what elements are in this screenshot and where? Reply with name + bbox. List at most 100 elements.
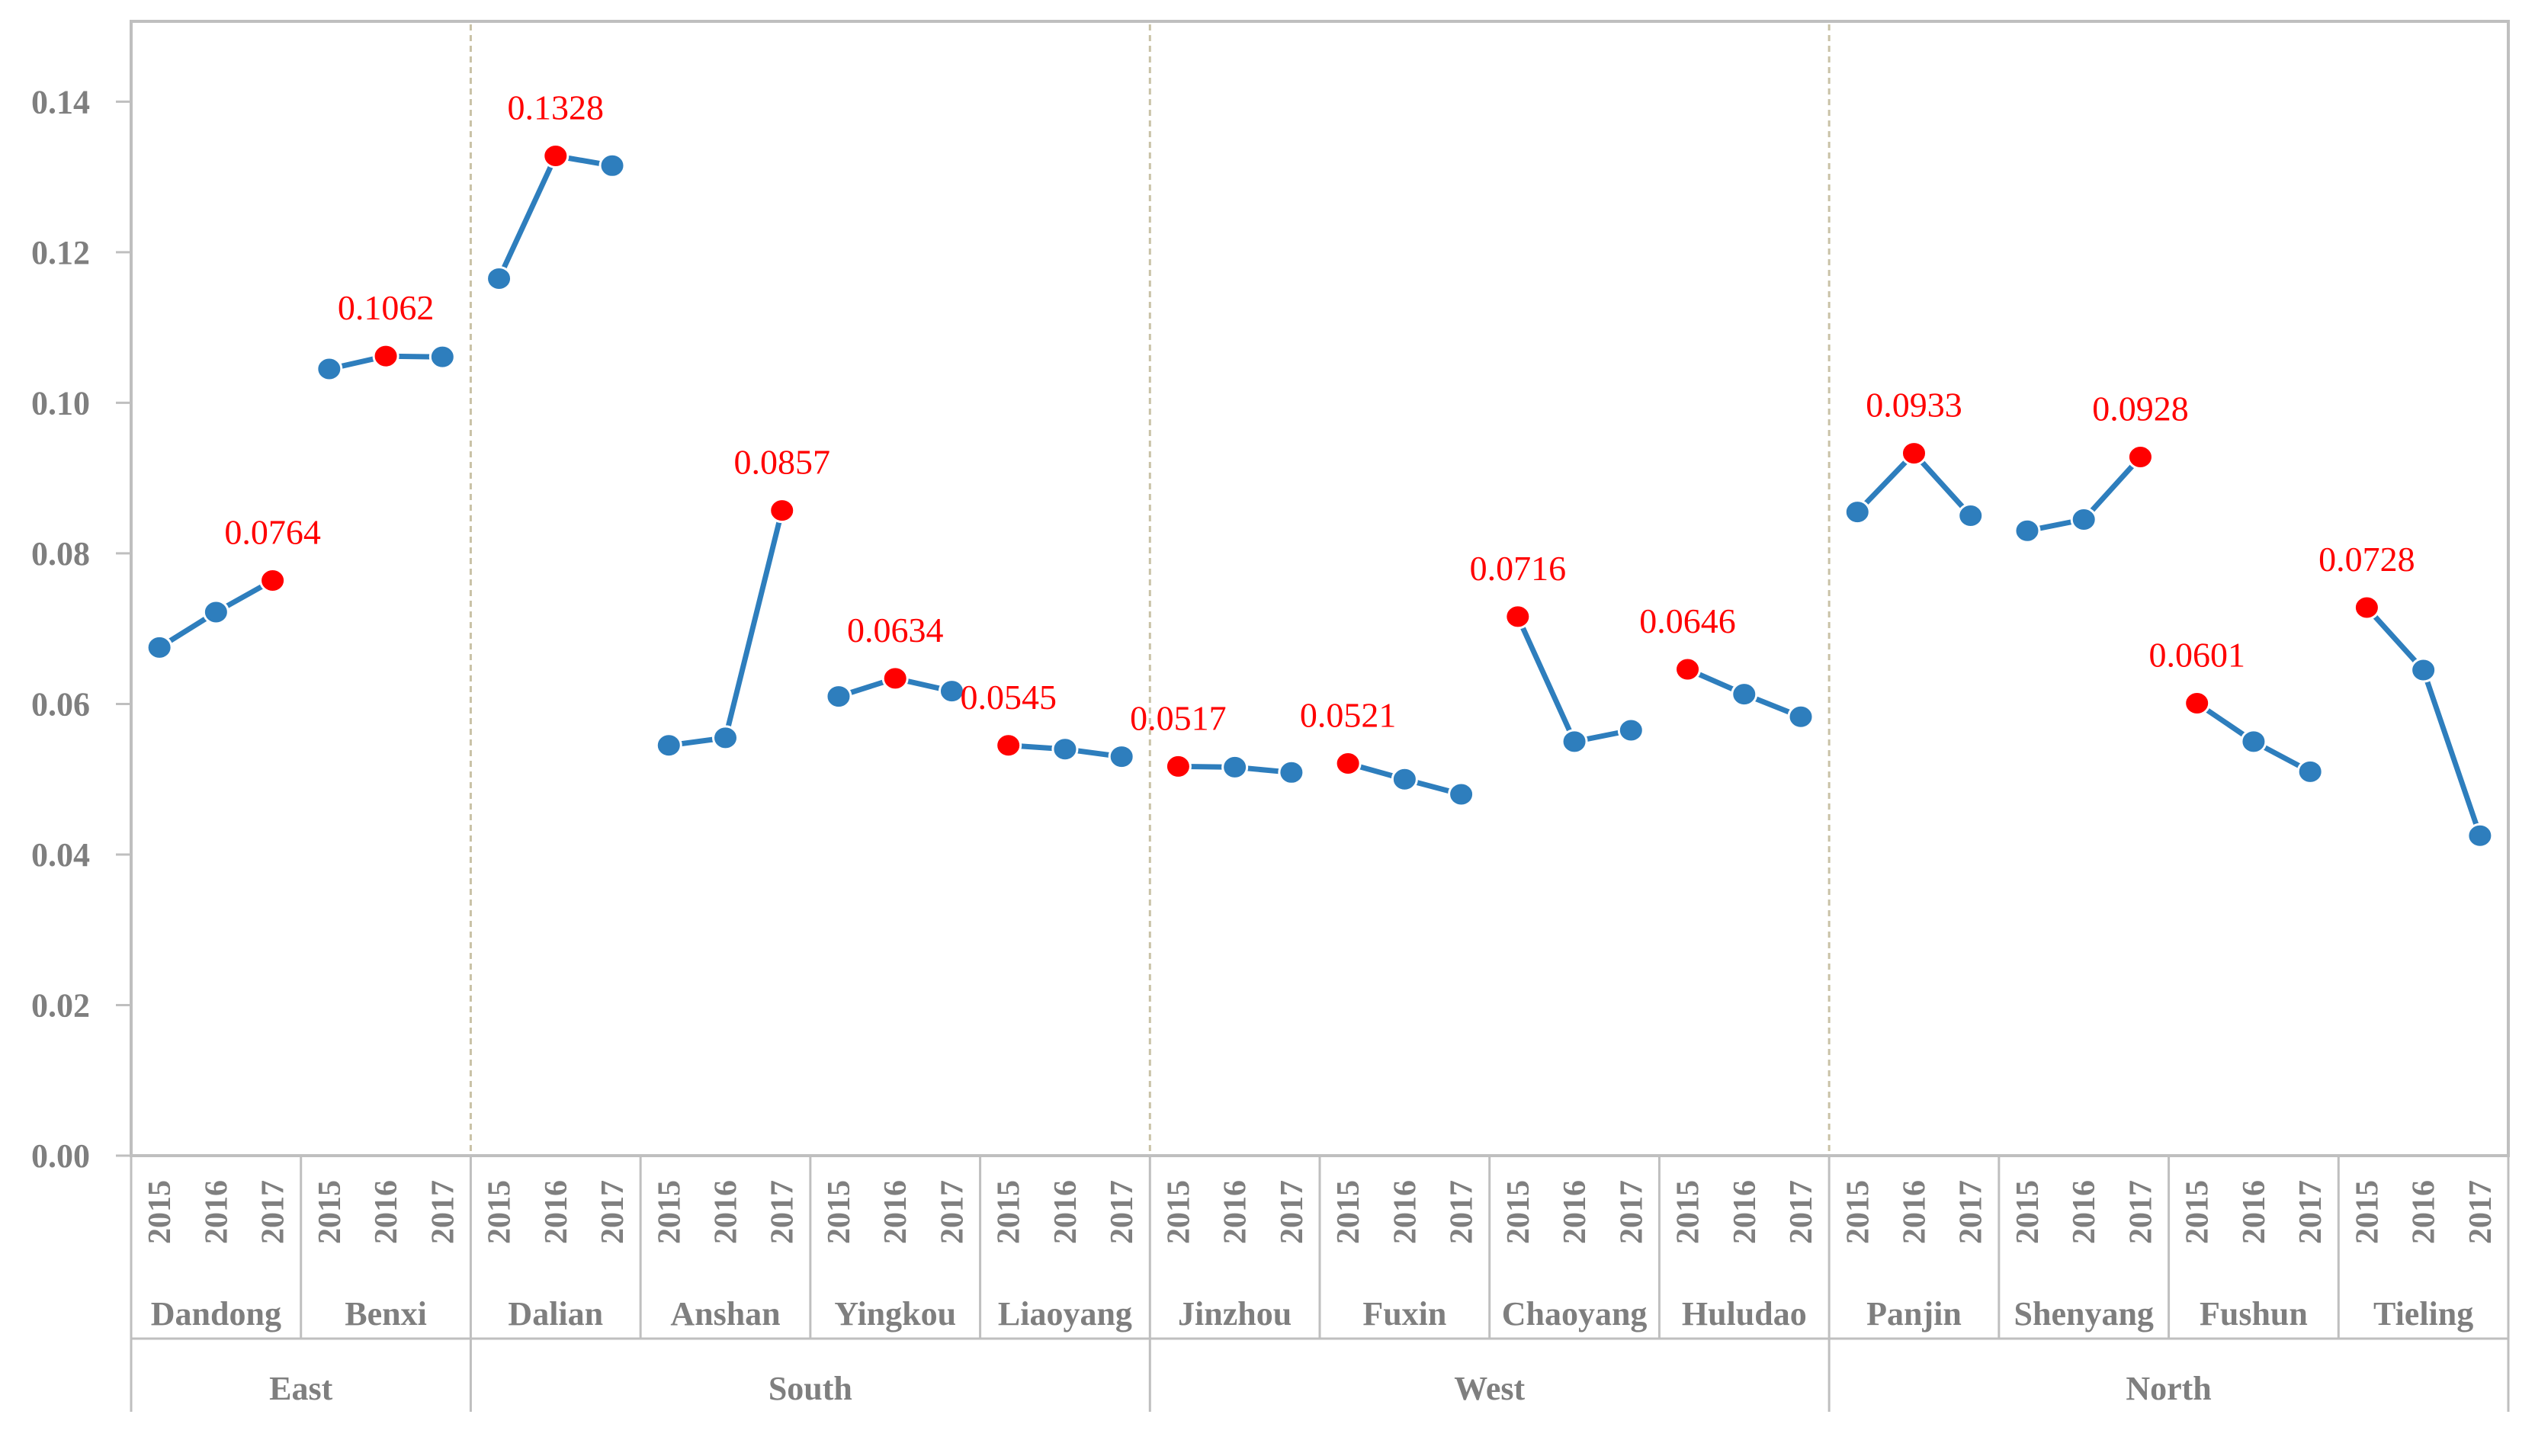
city-label: Yingkou: [834, 1295, 956, 1333]
data-point: [1561, 729, 1588, 755]
data-point: [1957, 503, 1985, 529]
y-tick-label: 0.08: [31, 535, 90, 572]
x-year-label: 2017: [2293, 1180, 2328, 1244]
city-label: Jinzhou: [1178, 1295, 1292, 1333]
data-point: [2240, 729, 2267, 755]
city-label: Chaoyang: [1502, 1295, 1648, 1333]
city-label: Shenyang: [2014, 1295, 2154, 1333]
city-label: Dandong: [151, 1295, 281, 1333]
city-label: Benxi: [345, 1295, 427, 1333]
data-point: [712, 725, 739, 751]
x-year-label: 2017: [765, 1180, 801, 1244]
x-year-label: 2015: [1331, 1180, 1366, 1244]
data-point-highlight: [1901, 441, 1927, 467]
x-year-label: 2017: [935, 1180, 970, 1244]
data-label: 0.0517: [1130, 698, 1227, 737]
x-year-label: 2015: [822, 1180, 857, 1244]
data-point: [1617, 717, 1645, 743]
x-year-label: 2016: [709, 1180, 744, 1244]
x-year-label: 2015: [1840, 1180, 1876, 1244]
data-point: [1278, 759, 1305, 785]
data-point: [825, 684, 852, 710]
data-label: 0.0716: [1470, 549, 1567, 588]
data-point-highlight: [1164, 753, 1192, 779]
data-point: [2296, 758, 2324, 784]
x-year-label: 2015: [2180, 1180, 2216, 1244]
x-year-label: 2017: [1954, 1180, 1989, 1244]
data-point: [428, 344, 456, 370]
data-label: 0.1328: [508, 88, 605, 127]
data-point: [1108, 744, 1135, 770]
data-label: 0.0601: [2148, 635, 2245, 674]
data-label: 0.0764: [224, 512, 321, 551]
city-label: Huludao: [1682, 1295, 1807, 1333]
x-year-label: 2017: [1105, 1180, 1140, 1244]
x-year-label: 2015: [2350, 1180, 2385, 1244]
data-point-highlight: [881, 665, 909, 691]
data-point: [316, 356, 343, 382]
data-point-highlight: [1504, 604, 1532, 630]
data-point: [146, 634, 173, 660]
x-year-label: 2017: [1275, 1180, 1310, 1244]
city-label: Anshan: [670, 1295, 780, 1333]
city-label: Fushun: [2200, 1295, 2308, 1333]
region-label: South: [769, 1370, 852, 1407]
y-tick-label: 0.12: [31, 234, 90, 271]
city-label: Liaoyang: [998, 1295, 1132, 1333]
x-year-label: 2016: [1558, 1180, 1593, 1244]
data-point: [1448, 781, 1475, 807]
data-point-highlight: [542, 143, 570, 168]
data-point-highlight: [2184, 690, 2211, 716]
x-year-label: 2016: [1218, 1180, 1253, 1244]
x-year-label: 2016: [1728, 1180, 1763, 1244]
x-year-label: 2015: [652, 1180, 687, 1244]
series-line: [668, 509, 785, 749]
data-point-highlight: [1674, 656, 1702, 682]
data-point: [938, 678, 965, 704]
x-year-label: 2017: [595, 1180, 631, 1244]
y-tick-label: 0.04: [31, 836, 90, 874]
data-point: [486, 265, 513, 291]
data-label: 0.0928: [2092, 390, 2189, 428]
series-line: [2364, 605, 2483, 837]
data-point: [1391, 766, 1418, 792]
x-year-label: 2015: [313, 1180, 348, 1244]
data-point-highlight: [995, 733, 1022, 758]
data-label: 0.1062: [338, 288, 435, 327]
x-year-label: 2015: [1161, 1180, 1196, 1244]
x-year-label: 2017: [2463, 1180, 2498, 1244]
data-point: [202, 599, 229, 625]
x-year-label: 2015: [2010, 1180, 2046, 1244]
data-label: 0.0728: [2318, 540, 2415, 579]
y-tick-label: 0.00: [31, 1137, 90, 1175]
data-label: 0.0521: [1300, 695, 1397, 734]
x-year-label: 2016: [1898, 1180, 1933, 1244]
x-year-label: 2016: [878, 1180, 913, 1244]
data-label: 0.0933: [1866, 386, 1962, 425]
x-year-label: 2015: [1671, 1180, 1706, 1244]
data-point: [2070, 506, 2097, 532]
x-year-label: 2016: [2067, 1180, 2102, 1244]
city-label: Panjin: [1866, 1295, 1962, 1333]
city-label: Tieling: [2373, 1295, 2473, 1333]
city-label: Fuxin: [1362, 1295, 1446, 1333]
city-label: Dalian: [508, 1295, 603, 1333]
data-point: [1731, 681, 1758, 707]
x-year-label: 2017: [1614, 1180, 1649, 1244]
x-year-label: 2015: [483, 1180, 518, 1244]
data-label: 0.0545: [960, 678, 1057, 717]
x-year-label: 2016: [2237, 1180, 2272, 1244]
x-year-label: 2017: [2123, 1180, 2158, 1244]
x-year-label: 2016: [2407, 1180, 2442, 1244]
x-year-label: 2015: [992, 1180, 1027, 1244]
x-year-label: 2016: [1048, 1180, 1083, 1244]
data-point: [598, 152, 626, 178]
x-year-label: 2017: [1445, 1180, 1480, 1244]
data-point-highlight: [769, 498, 796, 524]
region-label: West: [1454, 1370, 1525, 1407]
x-year-label: 2016: [199, 1180, 234, 1244]
plot-frame: [130, 20, 2510, 1157]
series-line: [496, 153, 613, 280]
x-year-label: 2017: [425, 1180, 460, 1244]
